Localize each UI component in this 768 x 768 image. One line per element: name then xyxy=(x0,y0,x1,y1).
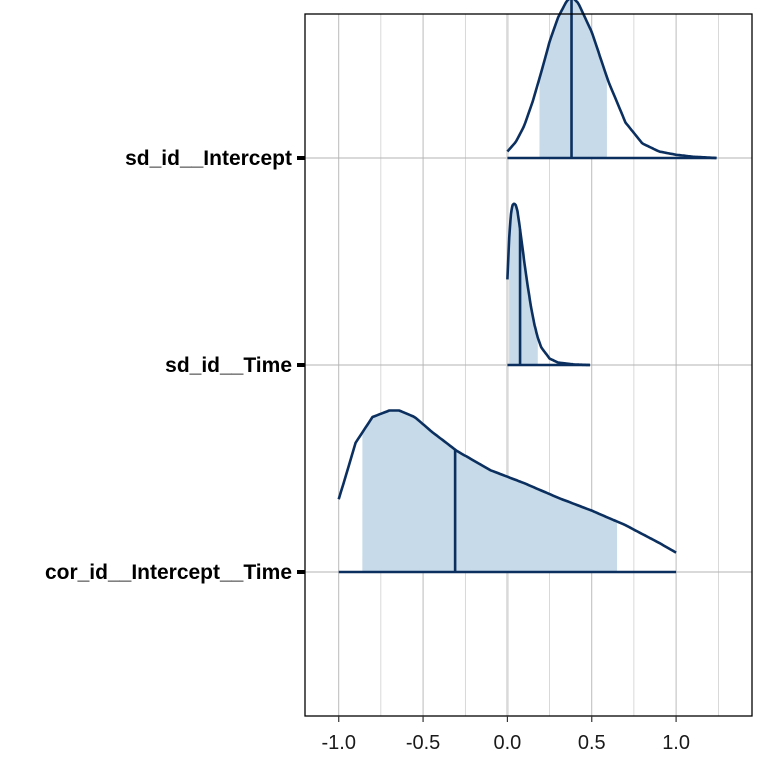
x-tick-label: 0.5 xyxy=(578,732,606,754)
y-tick-label: sd_id__Intercept xyxy=(125,147,292,170)
y-tick-label: cor_id__Intercept__Time xyxy=(45,561,292,584)
interval-shade xyxy=(362,410,618,572)
y-tick-label: sd_id__Time xyxy=(165,354,292,377)
axes: sd_id__Intercept sd_id__Time cor_id__Inter… xyxy=(45,147,690,754)
x-tick-label: 0.0 xyxy=(494,732,522,754)
interval-shade xyxy=(509,203,538,365)
x-tick-label: -1.0 xyxy=(322,732,356,754)
density-curve xyxy=(506,0,717,160)
x-tick-label: -0.5 xyxy=(406,732,440,754)
density-curve xyxy=(337,409,677,554)
x-tick-label: 1.0 xyxy=(662,732,690,754)
density-curves xyxy=(337,0,717,574)
interval-shade xyxy=(539,0,607,158)
